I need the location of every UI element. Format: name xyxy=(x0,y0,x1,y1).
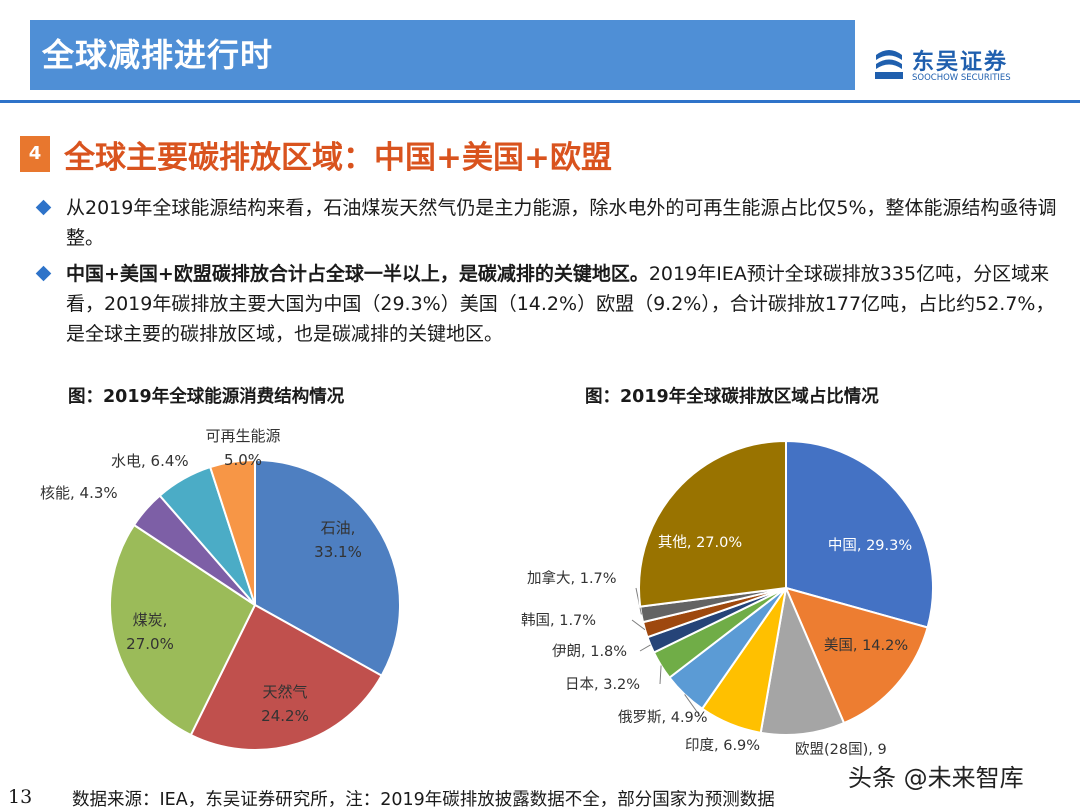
slice-value-label: 27.0% xyxy=(126,635,174,653)
slice-label: 中国, 29.3% xyxy=(828,537,912,554)
slice-value-label: 24.2% xyxy=(261,707,309,725)
slice-label: 俄罗斯, 4.9% xyxy=(618,709,708,726)
page-number: 13 xyxy=(8,786,33,808)
slice-label: 石油, xyxy=(321,519,356,537)
logo-text-cn: 东吴证券 xyxy=(912,50,1009,75)
slice-label: 可再生能源 xyxy=(205,427,280,445)
slice-label: 天然气 xyxy=(262,683,307,701)
logo-text-en: SOOCHOW SECURITIES xyxy=(912,73,1011,83)
slice-label: 韩国, 1.7% xyxy=(521,612,596,629)
slice-label: 日本, 3.2% xyxy=(565,676,640,693)
diamond-bullet-icon xyxy=(35,199,52,216)
pie-slice-欧盟(28国) xyxy=(759,584,846,736)
slice-label: 伊朗, 1.8% xyxy=(552,643,627,660)
pie-slice-煤炭 xyxy=(109,523,257,737)
company-logo: 东吴证券 SOOCHOW SECURITIES xyxy=(872,44,1042,88)
leader-line xyxy=(659,665,662,685)
bullet-text: 2019年IEA预计全球碳排放335亿吨，分区域来看，2019年碳排放主要大国为… xyxy=(66,263,1055,345)
slice-label: 核能, 4.3% xyxy=(40,484,118,502)
leader-line xyxy=(684,694,701,717)
pie-slice-美国 xyxy=(784,586,929,725)
slice-label: 加拿大, 1.7% xyxy=(527,569,617,587)
pie-slice-石油 xyxy=(254,458,401,678)
leader-line xyxy=(635,587,642,615)
leader-line xyxy=(639,644,651,652)
chart-title-emissions: 图：2019年全球碳排放区域占比情况 xyxy=(585,387,879,407)
pie-slice-日本 xyxy=(652,587,787,680)
pie-slice-中国 xyxy=(785,439,934,629)
chart-title-energy: 图：2019年全球能源消费结构情况 xyxy=(68,387,345,407)
pie-slice-伊朗 xyxy=(646,587,787,654)
diamond-bullet-icon xyxy=(35,265,52,282)
pie-slice-俄罗斯 xyxy=(668,587,787,711)
pie-slice-印度 xyxy=(700,587,787,734)
header-bar xyxy=(30,20,855,90)
slice-label: 其他, 27.0% xyxy=(658,534,742,551)
pie-slice-其他 xyxy=(638,439,787,608)
slice-label: 美国, 14.2% xyxy=(824,637,908,654)
watermark: 头条 @未来智库 xyxy=(848,764,1024,792)
pie-slice-天然气 xyxy=(189,603,383,751)
slice-value-label: 33.1% xyxy=(314,543,362,561)
slice-value-label: 5.0% xyxy=(224,451,262,469)
pie-slice-水电 xyxy=(158,465,256,606)
slice-label: 欧盟(28国), 9 xyxy=(795,741,887,758)
bullet-text: 从2019年全球能源结构来看，石油煤炭天然气仍是主力能源，除水电外的可再生能源占… xyxy=(66,197,1057,249)
bullet-bold-text: 中国+美国+欧盟碳排放合计占全球一半以上，是碳减排的关键地区。 xyxy=(66,263,649,285)
slice-label: 煤炭, xyxy=(133,611,168,629)
section-number-badge: 4 xyxy=(20,136,50,172)
pie-slice-加拿大 xyxy=(639,587,787,624)
header-divider xyxy=(0,100,1080,103)
page-title: 全球减排进行时 xyxy=(42,36,274,74)
section-title: 全球主要碳排放区域：中国+美国+欧盟 xyxy=(64,140,612,176)
slice-label: 印度, 6.9% xyxy=(685,737,760,754)
logo-mark-icon xyxy=(872,47,906,81)
pie-slice-核能 xyxy=(132,494,256,606)
pie-slice-韩国 xyxy=(641,587,787,639)
leader-line xyxy=(631,619,646,631)
data-source-note: 数据来源：IEA，东吴证券研究所，注：2019年碳排放披露数据不全，部分国家为预… xyxy=(72,790,775,810)
bullet-list: 从2019年全球能源结构来看，石油煤炭天然气仍是主力能源，除水电外的可再生能源占… xyxy=(35,193,1058,355)
bullet-item: 中国+美国+欧盟碳排放合计占全球一半以上，是碳减排的关键地区。2019年IEA预… xyxy=(35,259,1058,349)
bullet-item: 从2019年全球能源结构来看，石油煤炭天然气仍是主力能源，除水电外的可再生能源占… xyxy=(35,193,1058,253)
pie-slice-可再生能源 xyxy=(208,458,256,606)
slice-label: 水电, 6.4% xyxy=(111,452,189,470)
